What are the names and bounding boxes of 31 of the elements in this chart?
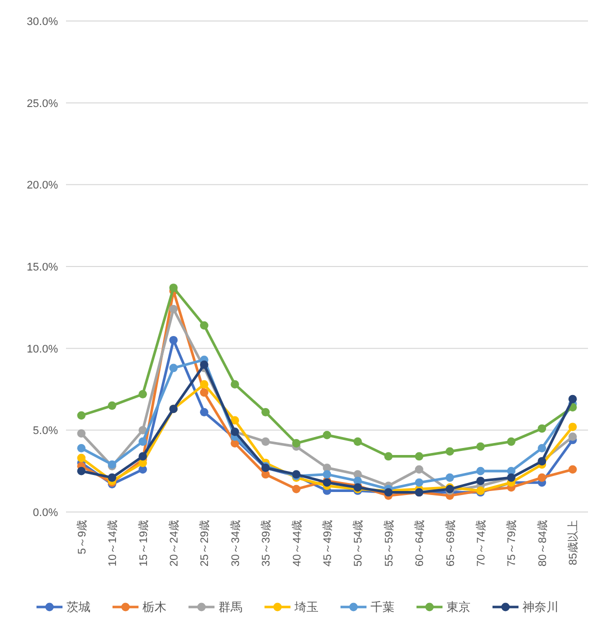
x-tick-label: 5～9歳	[75, 520, 88, 554]
x-tick-label: 35～39歳	[260, 520, 273, 566]
x-tick-label: 10～14歳	[106, 520, 120, 566]
x-tick-label: 80～84歳	[536, 520, 549, 566]
x-tick-label: 65～69歳	[444, 520, 457, 566]
y-tick-label: 5.0%	[32, 425, 58, 438]
x-tick-label: 20～24歳	[167, 520, 180, 566]
x-tick-label: 50～54歳	[352, 520, 365, 566]
y-tick-label: 30.0%	[26, 16, 58, 28]
y-tick-label: 20.0%	[26, 180, 58, 192]
legend-label: 茨城	[66, 600, 90, 614]
x-tick-label: 85歳以上	[566, 520, 580, 566]
legend-label: 千葉	[370, 600, 394, 614]
legend-label: 栃木	[142, 600, 166, 614]
x-tick-label: 45～49歳	[321, 520, 334, 566]
x-tick-label: 60～64歳	[413, 520, 426, 566]
legend-label: 神奈川	[522, 600, 558, 614]
x-tick-label: 55～59歳	[382, 520, 396, 566]
x-tick-label: 25～29歳	[198, 520, 212, 566]
y-tick-label: 25.0%	[26, 98, 58, 110]
x-tick-label: 30～34歳	[228, 520, 242, 566]
y-tick-label: 15.0%	[26, 262, 58, 274]
x-tick-label: 15～19歳	[136, 520, 150, 566]
legend-label: 群馬	[218, 600, 242, 614]
legend-label: 東京	[446, 600, 470, 614]
y-tick-label: 10.0%	[26, 343, 58, 356]
legend-label: 埼玉	[294, 600, 318, 614]
x-tick-label: 70～74歳	[474, 520, 488, 566]
x-tick-label: 75～79歳	[505, 520, 518, 566]
x-tick-label: 40～44歳	[290, 520, 304, 566]
y-tick-label: 0.0%	[32, 507, 58, 519]
